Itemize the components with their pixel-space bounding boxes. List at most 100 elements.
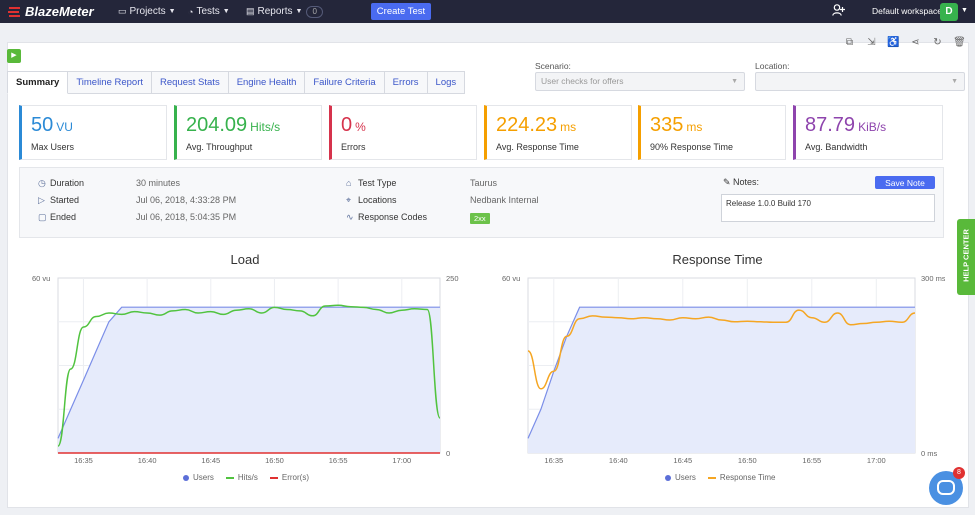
add-user-icon[interactable]	[832, 4, 845, 19]
response-time-chart-title: Response Time	[672, 252, 763, 267]
tab-request-stats[interactable]: Request Stats	[152, 71, 229, 94]
speedometer-icon: ◔	[188, 6, 194, 17]
copy-icon[interactable]: ⧉	[845, 37, 854, 48]
chevron-down-icon: ▼	[295, 8, 303, 15]
kpi-unit: VU	[56, 120, 73, 134]
pulse-icon: ∿	[346, 212, 354, 222]
load-chart-legend: Users Hits/s Error(s)	[183, 473, 309, 482]
response-time-chart-legend: Users Response Time	[665, 473, 775, 482]
x-tick-label: 16:55	[329, 456, 348, 465]
y-right-top-label: 250	[446, 274, 459, 283]
play-outline-icon: ▷	[38, 195, 45, 205]
started-value: Jul 06, 2018, 4:33:28 PM	[136, 195, 237, 205]
location-pin-icon: ⌖	[346, 195, 352, 205]
export-icon[interactable]: ⇲	[867, 37, 876, 48]
y-right-bottom-label: 0	[446, 449, 450, 458]
kpi-unit: KiB/s	[858, 120, 887, 134]
duration-label: ◷ Duration	[38, 178, 84, 189]
legend-users[interactable]: Users	[183, 473, 214, 482]
brand-logo[interactable]: BlazeMeter	[8, 4, 94, 19]
trash-icon[interactable]: 🗑	[953, 37, 966, 48]
kpi-card: 204.09 Hits/s Avg. Throughput	[174, 105, 322, 160]
y-right-top-label: 300 ms	[921, 274, 945, 283]
x-tick-label: 16:50	[265, 456, 284, 465]
scenario-label: Scenario:	[535, 61, 571, 71]
chevron-down-icon: ▼	[222, 8, 230, 15]
x-tick-label: 16:45	[673, 456, 692, 465]
notes-textarea[interactable]: Release 1.0.0 Build 170	[721, 194, 935, 222]
location-select[interactable]: ▼	[755, 72, 965, 91]
load-chart-title: Load	[230, 252, 260, 267]
test-type-value: Taurus	[470, 178, 498, 188]
test-type-label: ⌂ Test Type	[346, 178, 396, 188]
started-label: ▷ Started	[38, 195, 79, 206]
x-tick-label: 16:45	[201, 456, 220, 465]
load-chart: 16:35 16:40 16:45 16:50 16:55 17:00 60 vu 250 0	[32, 274, 459, 465]
locations-label-text: Locations	[358, 195, 397, 205]
kpi-card: 335 ms 90% Response Time	[638, 105, 786, 160]
report-toolbar: ⧉ ⇲ ♿ ⋖ ↻ 🗑	[842, 37, 967, 48]
locations-value: Nedbank Internal	[470, 195, 539, 205]
chevron-down-icon[interactable]: ▼	[961, 7, 968, 14]
kpi-card: 50 VU Max Users	[19, 105, 167, 160]
kpi-value: 0%	[341, 114, 366, 137]
blazemeter-logo-icon	[8, 6, 20, 17]
response-code-badge: 2xx	[470, 213, 490, 224]
scenario-select[interactable]: User checks for offers ▼	[535, 72, 745, 91]
legend-errors[interactable]: Error(s)	[269, 473, 309, 482]
kpi-value: 50 VU	[31, 114, 73, 137]
run-test-button[interactable]: ▶	[7, 49, 21, 63]
x-tick-label: 17:00	[392, 456, 411, 465]
share-icon[interactable]: ⋖	[911, 37, 920, 48]
location-label: Location:	[755, 61, 790, 71]
kpi-unit: Hits/s	[250, 120, 281, 134]
legend-hits[interactable]: Hits/s	[225, 473, 258, 482]
kpi-value: 87.79 KiB/s	[805, 114, 886, 137]
tab-logs[interactable]: Logs	[427, 71, 466, 94]
accessibility-icon[interactable]: ♿	[887, 37, 900, 48]
save-note-button[interactable]: Save Note	[875, 176, 935, 189]
chevron-down-icon: ▼	[731, 78, 738, 85]
legend-response-time[interactable]: Response Time	[707, 473, 775, 482]
brand-name: BlazeMeter	[25, 4, 94, 19]
folder-icon: ▭	[118, 6, 127, 16]
tab-engine-health[interactable]: Engine Health	[228, 71, 306, 94]
nav-reports[interactable]: ▤ Reports ▼ 0	[246, 0, 323, 23]
tab-timeline-report[interactable]: Timeline Report	[68, 71, 153, 94]
kpi-unit: ms	[686, 120, 703, 134]
tab-failure-criteria[interactable]: Failure Criteria	[305, 71, 385, 94]
legend-hits-label: Hits/s	[237, 473, 258, 482]
kpi-card: 0% Errors	[329, 105, 477, 160]
kpi-value: 335 ms	[650, 114, 702, 137]
refresh-icon[interactable]: ↻	[933, 37, 942, 48]
tag-icon: ⌂	[346, 178, 352, 188]
series-area-users	[58, 307, 440, 453]
reports-count-badge: 0	[306, 5, 323, 18]
x-tick-label: 16:40	[609, 456, 628, 465]
locations-label: ⌖ Locations	[346, 195, 397, 206]
report-icon: ▤	[246, 6, 255, 16]
x-tick-label: 16:55	[802, 456, 821, 465]
nav-projects[interactable]: ▭ Projects ▼	[118, 0, 176, 23]
chevron-down-icon: ▼	[951, 78, 958, 85]
help-center-tab[interactable]: HELP CENTER	[957, 219, 975, 295]
nav-tests[interactable]: ◔ Tests ▼	[188, 0, 230, 23]
tab-summary[interactable]: Summary	[7, 71, 69, 94]
tab-errors[interactable]: Errors	[384, 71, 428, 94]
notes-label: ✎ Notes:	[723, 177, 759, 188]
kpi-unit: ms	[560, 120, 577, 134]
duration-label-text: Duration	[50, 178, 85, 188]
kpi-value: 224.23 ms	[496, 114, 576, 137]
kpi-label: Max Users	[31, 142, 75, 152]
kpi-number: 224.23	[496, 114, 558, 136]
create-test-button[interactable]: Create Test	[371, 3, 431, 20]
kpi-number: 87.79	[805, 114, 856, 136]
chat-icon	[937, 480, 955, 495]
chat-notification-badge: 8	[953, 467, 965, 479]
kpi-number: 204.09	[186, 114, 248, 136]
avatar[interactable]: D	[940, 3, 958, 21]
legend-errors-label: Error(s)	[281, 473, 309, 482]
workspace-selector[interactable]: Default workspace	[872, 6, 942, 16]
legend-users[interactable]: Users	[665, 473, 696, 482]
y-right-bottom-label: 0 ms	[921, 449, 938, 458]
